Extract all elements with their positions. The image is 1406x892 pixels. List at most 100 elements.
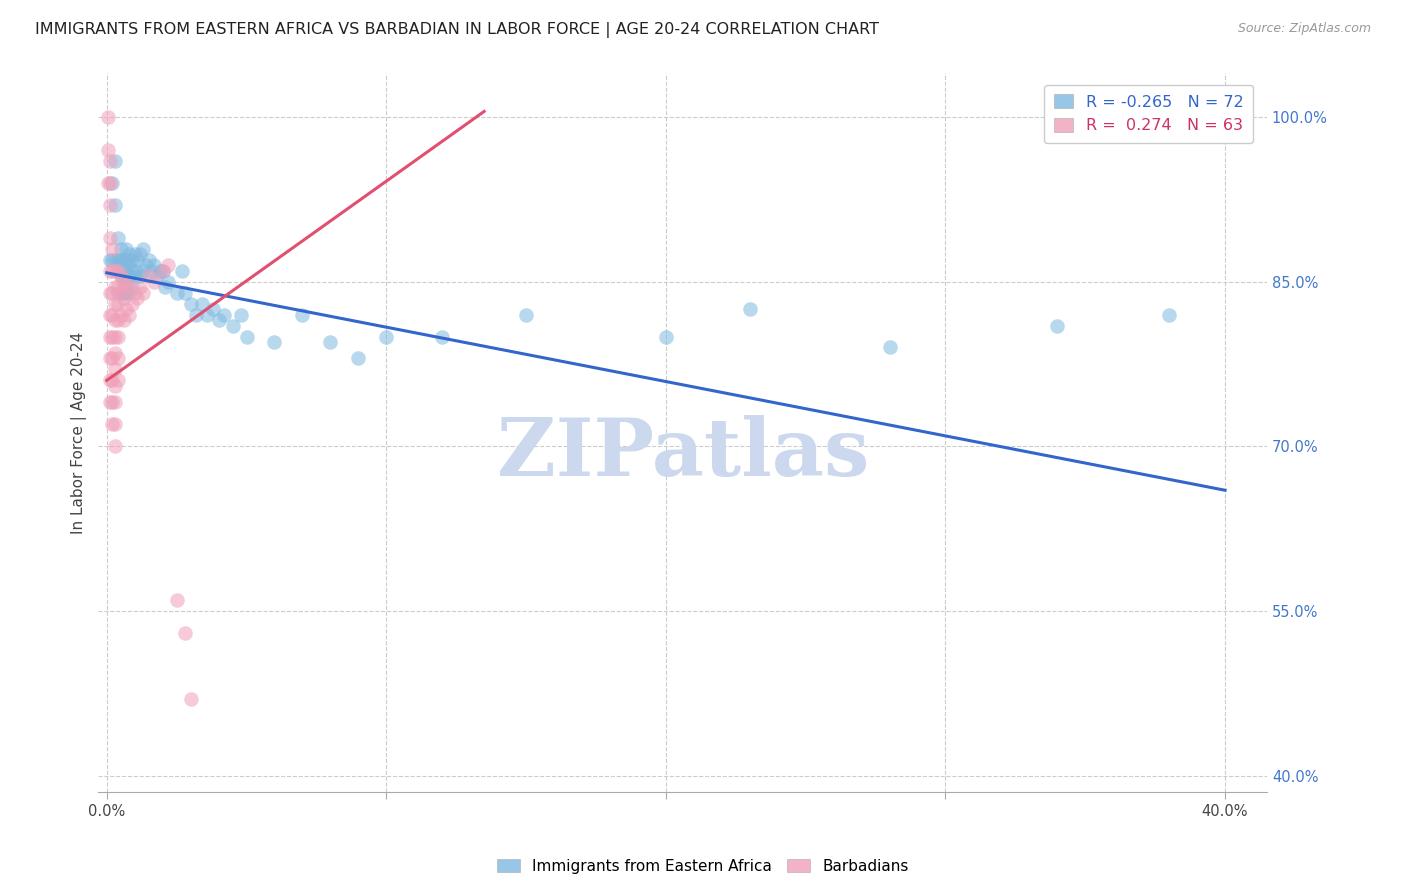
Text: Source: ZipAtlas.com: Source: ZipAtlas.com [1237, 22, 1371, 36]
Point [118, 285, 141, 300]
Point [235, 329, 257, 343]
Point [107, 296, 129, 310]
Point [738, 301, 761, 316]
Point [98, 252, 121, 267]
Point [180, 691, 202, 706]
Point [104, 439, 127, 453]
Y-axis label: In Labor Force | Age 20-24: In Labor Force | Age 20-24 [72, 332, 87, 533]
Point [107, 351, 129, 366]
Point [291, 308, 314, 322]
Point [104, 329, 127, 343]
Point [115, 252, 138, 267]
Point [101, 176, 124, 190]
Point [121, 280, 143, 294]
Point [112, 263, 135, 277]
Point [98, 329, 121, 343]
Point [1046, 318, 1069, 333]
Point [127, 291, 149, 305]
Point [101, 329, 124, 343]
Point [107, 313, 129, 327]
Text: ZIPatlas: ZIPatlas [496, 415, 869, 493]
Point [104, 346, 127, 360]
Point [101, 242, 124, 256]
Point [132, 242, 155, 256]
Point [212, 308, 235, 322]
Point [98, 351, 121, 366]
Point [157, 275, 180, 289]
Point [186, 308, 208, 322]
Point [112, 291, 135, 305]
Point [104, 417, 127, 432]
Point [515, 308, 537, 322]
Point [143, 258, 166, 272]
Point [98, 285, 121, 300]
Point [121, 263, 143, 277]
Point [107, 285, 129, 300]
Point [98, 308, 121, 322]
Point [375, 329, 398, 343]
Point [132, 263, 155, 277]
Point [152, 263, 174, 277]
Point [124, 285, 146, 300]
Point [149, 263, 172, 277]
Point [110, 308, 132, 322]
Point [118, 280, 141, 294]
Point [347, 351, 370, 366]
Point [135, 258, 157, 272]
Point [107, 329, 129, 343]
Point [118, 247, 141, 261]
Legend: R = -0.265   N = 72, R =  0.274   N = 63: R = -0.265 N = 72, R = 0.274 N = 63 [1045, 85, 1253, 143]
Point [115, 285, 138, 300]
Point [129, 247, 152, 261]
Point [98, 230, 121, 244]
Point [104, 362, 127, 376]
Point [112, 252, 135, 267]
Point [101, 417, 124, 432]
Point [115, 275, 138, 289]
Point [221, 318, 243, 333]
Point [101, 263, 124, 277]
Point [121, 252, 143, 267]
Point [104, 153, 127, 168]
Point [132, 285, 155, 300]
Point [112, 285, 135, 300]
Point [110, 252, 132, 267]
Point [107, 374, 129, 388]
Point [98, 374, 121, 388]
Point [115, 301, 138, 316]
Point [115, 263, 138, 277]
Point [157, 258, 180, 272]
Text: IMMIGRANTS FROM EASTERN AFRICA VS BARBADIAN IN LABOR FORCE | AGE 20-24 CORRELATI: IMMIGRANTS FROM EASTERN AFRICA VS BARBAD… [35, 22, 879, 38]
Point [107, 263, 129, 277]
Legend: Immigrants from Eastern Africa, Barbadians: Immigrants from Eastern Africa, Barbadia… [491, 853, 915, 880]
Point [97, 143, 120, 157]
Point [112, 275, 135, 289]
Point [115, 242, 138, 256]
Point [101, 374, 124, 388]
Point [118, 258, 141, 272]
Point [129, 280, 152, 294]
Point [110, 242, 132, 256]
Point [155, 280, 177, 294]
Point [104, 280, 127, 294]
Point [146, 269, 169, 284]
Point [166, 593, 188, 607]
Point [138, 269, 160, 284]
Point [101, 395, 124, 409]
Point [104, 296, 127, 310]
Point [174, 626, 197, 640]
Point [174, 285, 197, 300]
Point [879, 341, 901, 355]
Point [104, 198, 127, 212]
Point [98, 153, 121, 168]
Point [263, 334, 285, 349]
Point [124, 247, 146, 261]
Point [101, 351, 124, 366]
Point [110, 285, 132, 300]
Point [97, 176, 120, 190]
Point [166, 285, 188, 300]
Point [110, 269, 132, 284]
Point [319, 334, 342, 349]
Point [97, 110, 120, 124]
Point [138, 252, 160, 267]
